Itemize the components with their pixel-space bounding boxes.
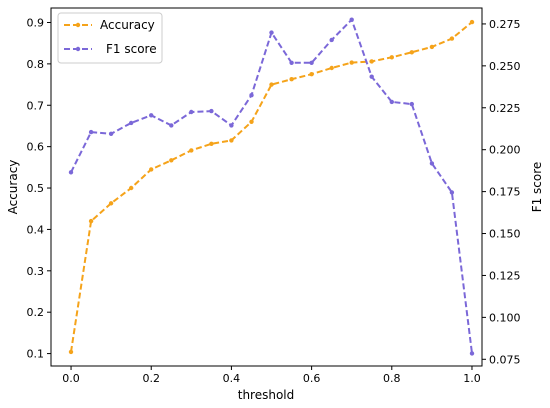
plot-frame <box>50 7 483 367</box>
y-tick-label-right: 0.175 <box>489 186 521 199</box>
y-tick-label-left: 0.2 <box>27 306 45 319</box>
data-point-f1 <box>189 109 194 115</box>
x-tick-label: 0.0 <box>62 372 80 385</box>
data-point-f1 <box>249 93 254 98</box>
data-point-accuracy <box>149 167 154 172</box>
data-point-f1 <box>269 30 274 35</box>
data-point-accuracy <box>449 36 455 41</box>
data-point-f1 <box>389 99 394 105</box>
data-point-accuracy <box>289 77 294 82</box>
data-point-accuracy <box>249 119 254 125</box>
data-point-accuracy <box>209 141 214 146</box>
y-tick-label-right: 0.100 <box>489 311 521 324</box>
y-tick-label-left: 0.4 <box>27 223 45 236</box>
x-tick-label: 1.0 <box>463 372 481 385</box>
data-point-accuracy <box>229 138 234 143</box>
y-axis-label-left: Accuracy <box>6 160 20 215</box>
y-tick-label-left: 0.6 <box>27 141 45 154</box>
data-point-f1 <box>129 120 134 126</box>
data-point-f1 <box>469 351 475 356</box>
data-point-accuracy <box>429 44 435 50</box>
data-point-f1 <box>209 108 214 114</box>
data-point-f1 <box>369 74 374 79</box>
y-tick-label-left: 0.1 <box>27 348 45 361</box>
data-point-accuracy <box>349 60 354 65</box>
y-tick-label-left: 0.3 <box>27 265 45 278</box>
data-point-accuracy <box>329 65 334 71</box>
y-tick-label-right: 0.225 <box>489 102 521 115</box>
y-tick-label-left: 0.8 <box>27 58 45 71</box>
legend: Accuracy F1 score <box>57 12 163 64</box>
legend-marker-f1 <box>75 46 81 52</box>
data-point-f1 <box>309 60 314 65</box>
data-point-accuracy <box>88 218 94 224</box>
x-tick-label: 0.2 <box>142 372 160 385</box>
x-axis-label: threshold <box>238 388 295 402</box>
data-point-accuracy <box>469 19 475 25</box>
y-tick-label-left: 0.5 <box>27 182 45 195</box>
data-point-accuracy <box>189 148 194 153</box>
ticks-layer: 0.0 0.2 0.4 0.6 0.8 1.0 0.1 0.2 0.3 0.4 0.5 0.6 0.7 0… <box>27 16 521 385</box>
data-point-accuracy <box>68 349 74 355</box>
y-tick-label-right: 0.200 <box>489 144 521 157</box>
plot-layer <box>68 17 475 356</box>
y-tick-label-right: 0.075 <box>489 353 521 366</box>
data-point-accuracy <box>389 55 394 60</box>
data-point-accuracy <box>129 185 134 191</box>
series-line-accuracy <box>70 21 473 353</box>
data-point-accuracy <box>108 201 114 206</box>
y-tick-label-left: 0.9 <box>27 16 45 29</box>
x-tick-label: 0.4 <box>223 372 241 385</box>
legend-label-accuracy: Accuracy <box>100 18 155 32</box>
data-point-f1 <box>108 131 114 136</box>
data-point-accuracy <box>169 158 174 163</box>
data-point-f1 <box>329 37 334 43</box>
data-point-f1 <box>68 170 74 175</box>
data-point-f1 <box>149 113 154 118</box>
data-point-f1 <box>88 129 94 135</box>
y-tick-label-right: 0.125 <box>489 269 521 282</box>
y-tick-label-left: 0.7 <box>27 99 45 112</box>
data-point-accuracy <box>369 59 374 64</box>
x-tick-label: 0.6 <box>303 372 321 385</box>
y-tick-label-right: 0.250 <box>489 60 521 73</box>
data-point-f1 <box>349 17 354 22</box>
y-axis-label-right: F1 score <box>530 162 544 213</box>
data-point-accuracy <box>409 50 414 55</box>
legend-label-f1: F1 score <box>106 42 157 56</box>
x-tick-label: 0.8 <box>383 372 401 385</box>
data-point-accuracy <box>269 82 274 87</box>
data-point-f1 <box>429 161 435 166</box>
y-tick-label-right: 0.150 <box>489 228 521 241</box>
legend-marker-accuracy <box>75 22 81 28</box>
data-point-f1 <box>409 101 414 107</box>
data-point-accuracy <box>309 72 314 77</box>
data-point-f1 <box>169 123 174 128</box>
data-point-f1 <box>449 190 455 195</box>
y-tick-label-right: 0.275 <box>489 18 521 31</box>
data-point-f1 <box>289 60 294 65</box>
data-point-f1 <box>229 123 234 128</box>
